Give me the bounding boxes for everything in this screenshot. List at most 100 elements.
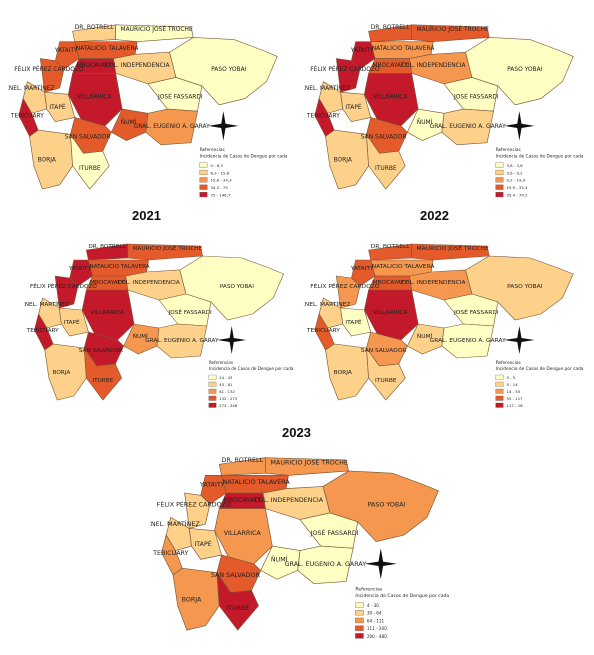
place-label-5: MBOCAYATY bbox=[76, 63, 112, 69]
legend-item-3: 55 - 117 bbox=[506, 397, 523, 401]
place-label-12: JOSÉ FASSARDI bbox=[168, 308, 212, 316]
place-label-10: ITAPÉ bbox=[345, 318, 362, 326]
place-label-9: PASO YOBAI bbox=[507, 284, 543, 290]
compass-star-icon bbox=[504, 111, 535, 141]
place-label-11: VILLARRICA bbox=[373, 310, 408, 316]
legend-item-3: 132 - 273 bbox=[219, 397, 238, 401]
place-label-6: CNEL. MARTÍNEZ bbox=[8, 85, 54, 92]
legend-item-3: 111 - 200 bbox=[367, 626, 387, 631]
place-label-13: ÑUMÍ bbox=[121, 119, 137, 126]
map-svg-1: DR. BOTRELL MAURICIO JOSÉ TROCHE YATAITYNA… bbox=[5, 24, 329, 198]
place-label-1: MAURICIO JOSÉ TROCHE bbox=[271, 457, 348, 466]
municipality-13 bbox=[110, 108, 149, 141]
place-label-5: MBOCAYATY bbox=[372, 280, 408, 286]
legend-swatch-1 bbox=[495, 381, 504, 387]
place-label-9: PASO YOBAI bbox=[211, 67, 247, 73]
legend-swatch-3 bbox=[355, 625, 364, 631]
legend-swatch-0 bbox=[495, 374, 504, 380]
compass-star-icon bbox=[208, 111, 239, 141]
legend-swatch-2 bbox=[355, 617, 364, 624]
municipality-6 bbox=[318, 297, 344, 329]
place-label-9: PASO YOBAI bbox=[368, 501, 406, 508]
place-label-2: YATAITY bbox=[199, 482, 225, 489]
map-svg-5: DR. BOTRELL MAURICIO JOSÉ TROCHE YATAITYNA… bbox=[146, 457, 494, 639]
place-label-15: SAN SALVADOR bbox=[361, 135, 407, 141]
place-label-14: GRAL. EUGENIO A. GARAY bbox=[430, 338, 507, 344]
place-label-4: FÉLIX PÉREZ CARDOZO bbox=[14, 65, 84, 73]
legend-swatch-1 bbox=[495, 169, 504, 175]
legend-swatch-1 bbox=[199, 169, 208, 175]
place-label-9: PASO YOBAI bbox=[220, 284, 254, 290]
municipality-1 bbox=[127, 243, 203, 261]
year-label-2022: 2022 bbox=[420, 208, 449, 223]
place-label-4: FÉLIX PÉREZ CARDOZO bbox=[30, 282, 97, 290]
place-label-15: SAN SALVADOR bbox=[79, 348, 123, 354]
place-label-11: VILLARRICA bbox=[77, 95, 112, 101]
municipality-4 bbox=[184, 492, 211, 529]
municipality-17 bbox=[366, 346, 406, 401]
place-label-2: YATAITY bbox=[68, 266, 92, 272]
legend-item-0: 4 - 30 bbox=[367, 603, 379, 608]
place-label-6: CNEL. MARTÍNEZ bbox=[150, 519, 200, 528]
legend-subtitle: Incidencia de Casos de Dengue por cada 1… bbox=[496, 154, 584, 160]
municipality-16 bbox=[325, 129, 369, 190]
legend-swatch-4 bbox=[495, 402, 504, 408]
municipality-4 bbox=[335, 58, 361, 93]
legend-swatch-2 bbox=[495, 177, 504, 183]
municipality-12 bbox=[299, 512, 359, 549]
place-label-13: ÑUMÍ bbox=[417, 119, 433, 126]
municipality-16 bbox=[172, 567, 220, 631]
municipality-6 bbox=[318, 81, 344, 114]
place-label-17: ITURBE bbox=[226, 605, 249, 612]
legend-item-2: 9,2 - 19,9 bbox=[506, 178, 525, 183]
municipality-12 bbox=[443, 77, 499, 112]
municipality-10 bbox=[188, 528, 222, 560]
place-label-14: GRAL. EUGENIO A. GARAY bbox=[430, 124, 506, 130]
municipality-12 bbox=[147, 77, 203, 112]
place-label-1: MAURICIO JOSÉ TROCHE bbox=[121, 25, 193, 33]
municipality-2 bbox=[69, 259, 93, 287]
place-label-14: GRAL. EUGENIO A. GARAY bbox=[145, 338, 219, 344]
legend-swatch-3 bbox=[199, 184, 208, 190]
place-label-12: JOSÉ FASSARDI bbox=[157, 93, 203, 101]
place-label-8: COL. INDEPENDENCIA bbox=[254, 497, 324, 504]
place-label-8: COL. INDEPENDENCIA bbox=[401, 63, 466, 69]
place-label-12: JOSÉ FASSARDI bbox=[453, 93, 499, 101]
map-panel-3: DR. BOTRELL MAURICIO JOSÉ TROCHE YATAITY NA… bbox=[21, 228, 333, 418]
place-label-6: CNEL. MARTÍNEZ bbox=[304, 85, 350, 92]
place-label-16: BORJA bbox=[334, 370, 352, 376]
map-panel-4: DR. BOTRELL MAURICIO JOSÉ TROCHE YATAITY NA… bbox=[301, 228, 594, 418]
municipality-14 bbox=[441, 323, 494, 359]
legend-swatch-4 bbox=[199, 192, 208, 198]
municipality-16 bbox=[325, 343, 369, 401]
place-label-11: VILLARRICA bbox=[224, 530, 262, 537]
map-svg-4: DR. BOTRELL MAURICIO JOSÉ TROCHE YATAITYNA… bbox=[301, 243, 594, 408]
place-label-17: ITURBE bbox=[79, 166, 101, 172]
place-label-11: VILLARRICA bbox=[373, 95, 408, 101]
legend-swatch-1 bbox=[208, 381, 217, 387]
municipality-1 bbox=[411, 243, 490, 261]
municipality-14 bbox=[441, 108, 494, 146]
municipality-14 bbox=[156, 323, 208, 359]
municipality-2 bbox=[351, 259, 376, 287]
place-label-0: DR. BOTRELL bbox=[371, 25, 411, 31]
municipality-2 bbox=[351, 41, 376, 70]
map-svg-3: DR. BOTRELL MAURICIO JOSÉ TROCHE YATAITYNA… bbox=[21, 243, 333, 408]
place-label-5: MBOCAYATY bbox=[372, 63, 408, 69]
place-label-16: BORJA bbox=[38, 158, 56, 164]
place-label-5: MBOCAYATY bbox=[223, 497, 261, 504]
place-label-4: FÉLIX PÉREZ CARDOZO bbox=[310, 282, 380, 290]
municipality-14 bbox=[297, 545, 354, 585]
legend-item-1: 3,6 - 9,2 bbox=[506, 170, 523, 175]
compass-star-icon bbox=[504, 326, 535, 354]
legend-swatch-2 bbox=[199, 177, 208, 183]
legend-item-0: 3,6 - 3,6 bbox=[506, 163, 523, 168]
map-svg-2: DR. BOTRELL MAURICIO JOSÉ TROCHE YATAITYNA… bbox=[301, 24, 594, 197]
municipality-16 bbox=[29, 129, 73, 190]
place-label-5: MBOCAYATY bbox=[90, 280, 125, 286]
legend-item-3: 34,3 - 75 bbox=[210, 185, 228, 190]
municipality-1 bbox=[411, 24, 490, 43]
place-label-3: NATALICIO TALAVERA bbox=[372, 264, 435, 270]
